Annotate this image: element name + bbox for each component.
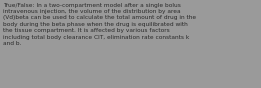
Text: True/False: In a two-compartment model after a single bolus
intravenous injectio: True/False: In a two-compartment model a…: [3, 3, 196, 46]
